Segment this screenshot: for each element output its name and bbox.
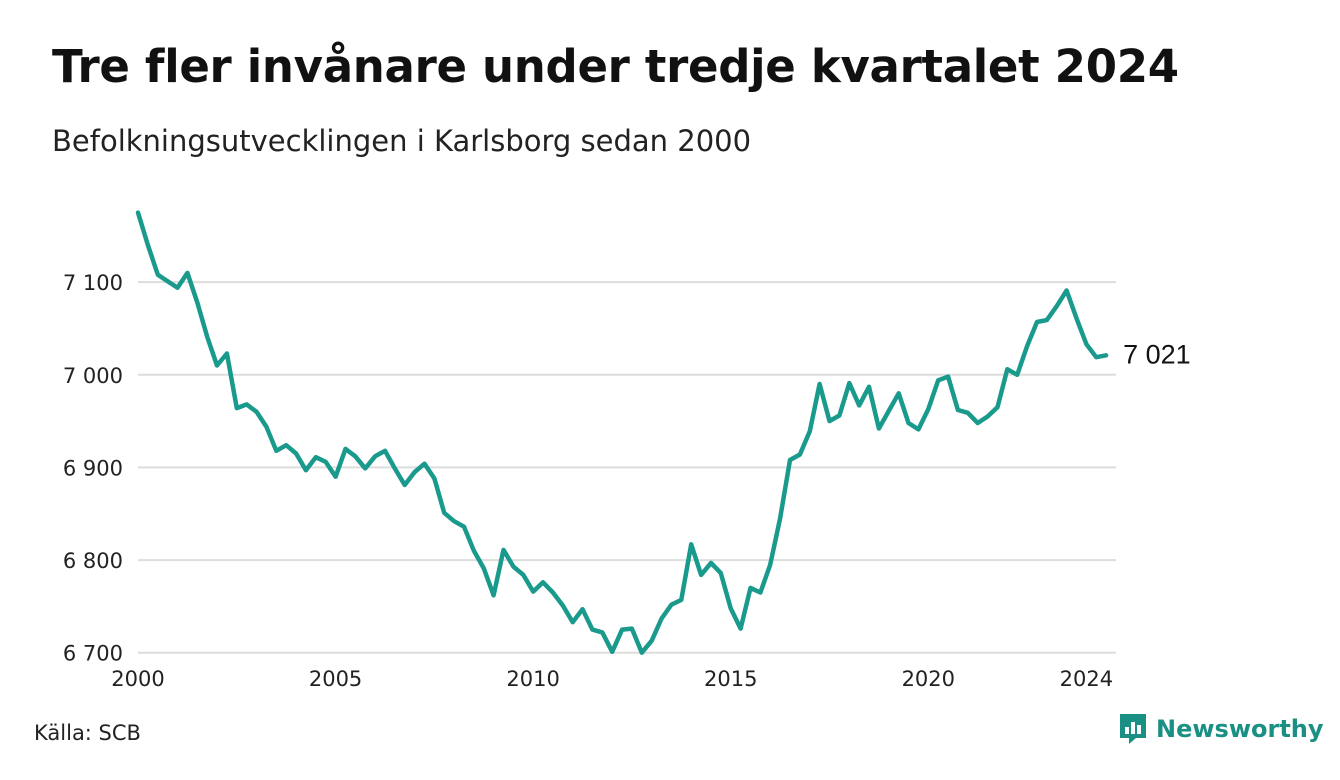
- x-tick-label: 2020: [902, 667, 955, 691]
- chart-title: Tre fler invånare under tredje kvartalet…: [52, 40, 1179, 93]
- x-tick-label: 2010: [506, 667, 559, 691]
- source-note: Källa: SCB: [34, 721, 141, 745]
- y-tick-label: 7 100: [63, 271, 123, 295]
- gridlines: [138, 281, 1116, 654]
- x-tick-label: 2015: [704, 667, 757, 691]
- y-tick-label: 6 800: [63, 549, 123, 573]
- data-series: [135, 210, 1109, 655]
- y-axis-ticks: 6 700 6 800 6 900 7 000 7 100: [63, 271, 123, 666]
- brand-name: Newsworthy: [1156, 715, 1324, 743]
- x-tick-label: 2005: [309, 667, 362, 691]
- y-tick-label: 6 900: [63, 456, 123, 480]
- newsworthy-logo-icon: [1120, 714, 1146, 744]
- population-line: [135, 210, 1109, 655]
- y-tick-label: 7 000: [63, 364, 123, 388]
- y-tick-label: 6 700: [63, 642, 123, 666]
- x-tick-label: 2024: [1060, 667, 1113, 691]
- newsworthy-brand[interactable]: Newsworthy: [1118, 712, 1324, 746]
- x-axis-ticks: 2000 2005 2010 2015 2020 2024: [111, 667, 1113, 691]
- chart-subtitle: Befolkningsutvecklingen i Karlsborg seda…: [52, 124, 752, 158]
- x-tick-label: 2000: [111, 667, 164, 691]
- end-value-label: 7 021: [1123, 339, 1191, 369]
